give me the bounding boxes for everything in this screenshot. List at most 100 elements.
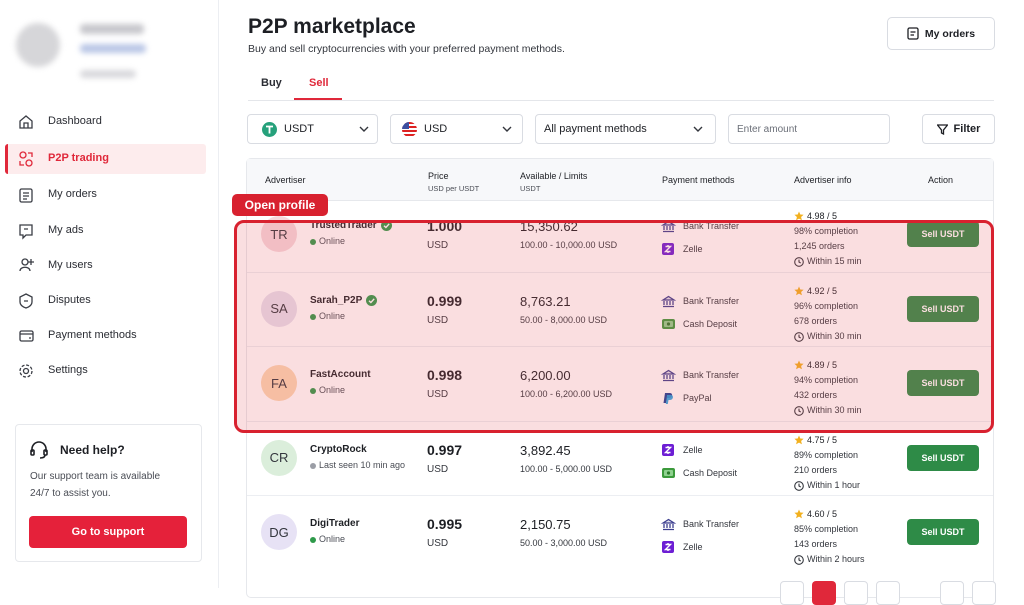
nav-item[interactable]: My users [48,259,93,271]
row-divider [247,271,993,273]
nav-item-active[interactable]: P2P trading [48,152,109,164]
page-title: P2P marketplace [248,15,416,38]
advertiser-name[interactable]: TrustedTrader [310,220,377,232]
icon-clock [794,331,804,342]
advertiser-name[interactable]: FastAccount [310,369,371,381]
row-divider [247,495,993,496]
my-orders-label: My orders [924,27,976,40]
orders-count: 143 orders [794,539,838,550]
price: 0.998 [427,367,463,384]
highlight-box [234,220,994,433]
nav-item[interactable]: My orders [48,188,97,200]
icon-orders [907,27,919,40]
profile-blurred [80,24,144,34]
profile-blurred [80,70,136,78]
nav-item[interactable]: Dashboard [48,115,102,127]
currency-label: USD [424,123,448,135]
advertiser-name[interactable]: Sarah_P2P [310,294,363,306]
price-currency: USD [427,463,449,475]
filter-label: Filter [953,123,981,135]
status: Online [319,236,346,247]
payment-select[interactable] [535,114,716,144]
price-currency: USD [427,314,449,326]
completion: 96% completion [794,300,859,311]
help-card [15,424,202,562]
icon-clock [794,480,804,491]
tabs-line [248,100,994,101]
page-button-active[interactable] [812,581,836,605]
payment-method: Bank Transfer [683,519,740,530]
col-header: Price [428,171,449,181]
avatar: FA [261,365,297,402]
page-button[interactable] [876,581,900,605]
price-currency: USD [427,538,449,550]
row-divider [247,346,993,347]
payment-method: Cash Deposit [683,318,738,329]
avatar: DG [261,514,297,551]
advertiser-name[interactable]: DigiTrader [310,518,360,530]
sell-button[interactable]: Sell USDT [907,295,979,322]
price-currency: USD [427,389,449,401]
status: Online [319,534,346,545]
page-button[interactable] [972,581,996,605]
help-title: Need help? [60,443,125,457]
nav-active-bg [5,144,206,174]
coin-label: USDT [284,123,314,135]
filter-button[interactable]: Filter [922,114,995,144]
tab-active[interactable]: Sell [309,77,329,89]
status: Last seen 10 min ago [319,459,406,470]
orders-count: 210 orders [794,464,838,475]
payment-icon [660,518,677,531]
nav-item[interactable]: Disputes [48,294,91,306]
nav-item[interactable]: My ads [48,224,84,236]
payment-icon [660,220,677,233]
payment-method: Zelle [683,542,703,553]
my-orders-button[interactable]: My orders [887,17,995,50]
response-time: Within 30 min [807,405,862,416]
amount-input[interactable] [728,114,890,144]
orders-count: 1,245 orders [794,241,845,252]
tab-underline [294,98,342,100]
status-dot [310,239,316,246]
payment-label: All payment methods [544,123,647,135]
chevrons [359,126,703,132]
limits: 50.00 - 3,000.00 USD [520,538,608,549]
icon-star [794,435,804,445]
advertiser-name[interactable]: CryptoRock [310,443,367,455]
status-dot [310,537,316,544]
icon-filter [936,123,948,135]
tab[interactable]: Buy [261,77,282,89]
available: 8,763.21 [520,293,571,309]
orders-count: 432 orders [794,390,838,401]
rating: 4.98 / 5 [807,211,838,222]
profile-blurred [80,44,146,53]
sell-button[interactable]: Sell USDT [907,444,979,471]
available: 6,200.00 [520,368,571,384]
available: 15,350.62 [520,219,578,235]
sell-button[interactable]: Sell USDT [907,221,979,248]
status: Online [319,310,346,321]
sell-button[interactable]: Sell USDT [907,519,979,546]
verified-badge [380,220,392,232]
col-subheader: USD per USDT [428,184,480,193]
icon-orders [19,188,33,203]
page-button[interactable] [844,581,868,605]
col-header: Action [928,175,954,185]
price-currency: USD [427,240,449,252]
payment-icon [662,318,675,329]
icon-p2p [19,151,33,167]
status-dot [310,388,316,395]
payment-method: Zelle [683,444,703,455]
nav-item[interactable]: Payment methods [48,329,137,341]
page-button[interactable] [940,581,964,605]
page-button[interactable] [780,581,804,605]
icon-star [794,211,804,221]
nav-item[interactable]: Settings [48,364,88,376]
support-button[interactable]: Go to support [29,516,187,548]
icon-tether [262,122,277,137]
limits: 100.00 - 5,000.00 USD [520,463,613,474]
icon-disputes [19,293,33,309]
sell-button[interactable]: Sell USDT [907,370,979,397]
payment-method: Zelle [683,244,703,255]
limits: 100.00 - 10,000.00 USD [520,240,618,251]
